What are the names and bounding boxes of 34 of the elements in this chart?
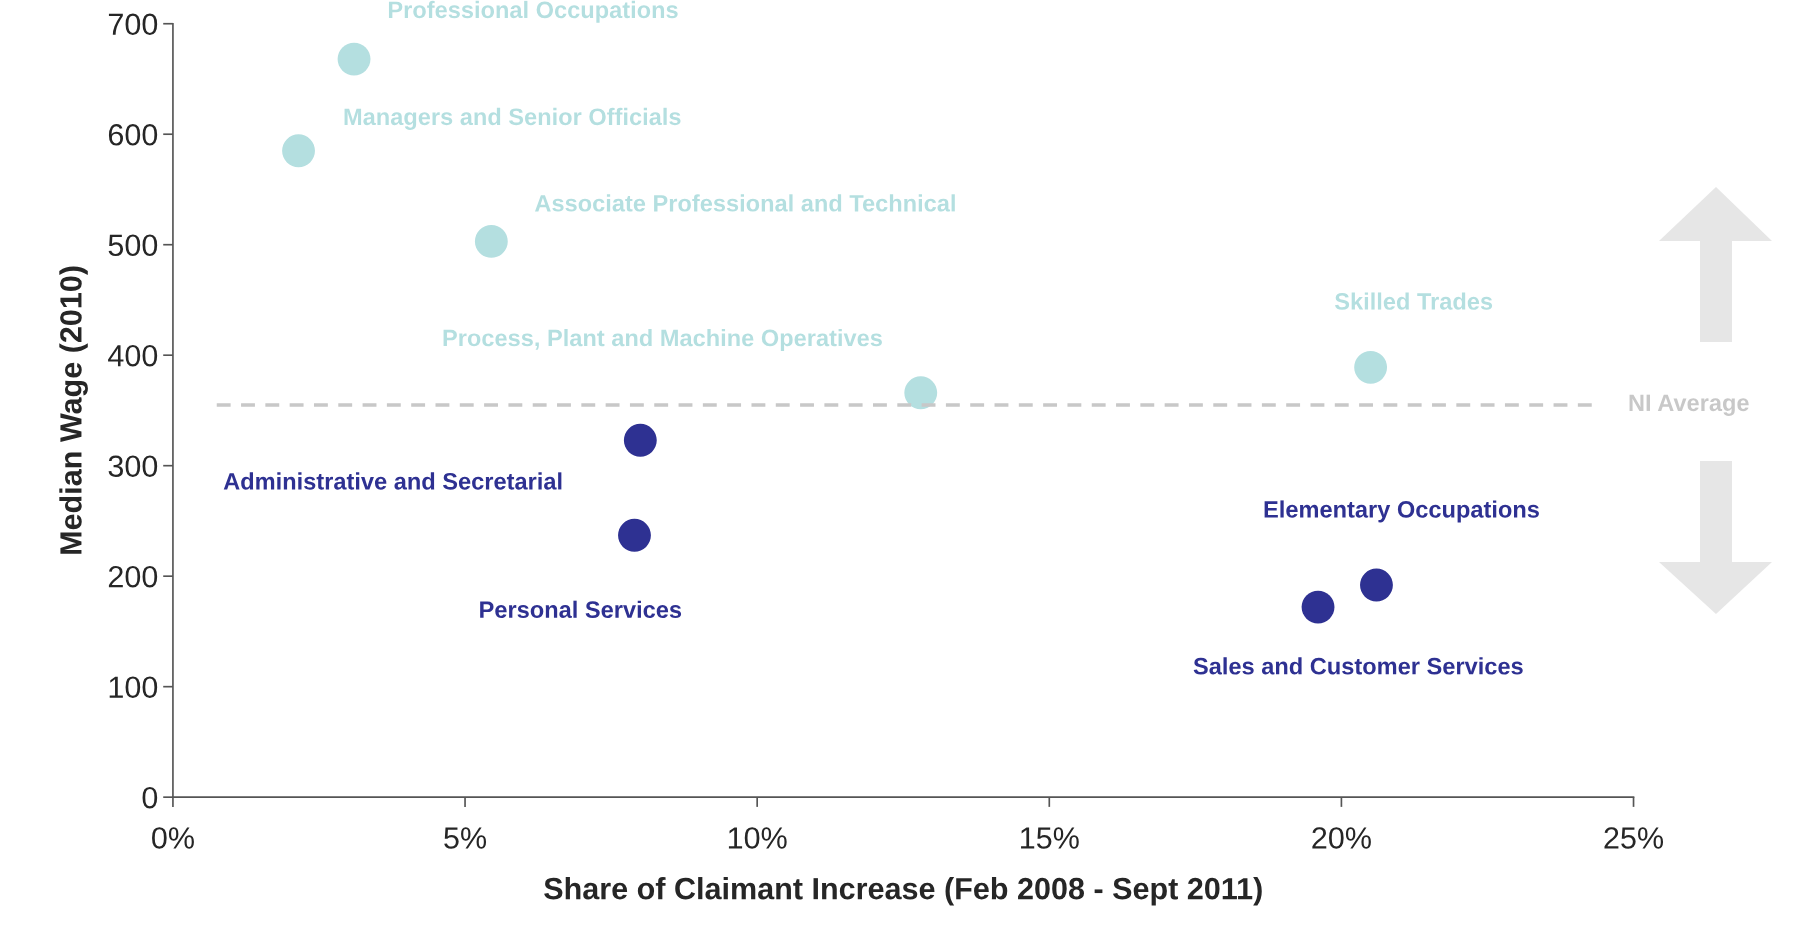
point: [282, 134, 315, 168]
point: [1301, 590, 1335, 624]
series-label: Managers and Senior Officials: [344, 107, 681, 130]
point: [337, 42, 371, 76]
text: Personal Services: [480, 600, 682, 619]
text: Skilled Trades: [1334, 292, 1493, 310]
y-tick-label: 500: [108, 234, 158, 257]
series-label: Professional Occupations: [388, 0, 678, 23]
text: Sales and Customer Services: [1193, 657, 1523, 675]
y-axis-title: Median Wage (2010): [59, 266, 88, 554]
point: [1354, 350, 1388, 384]
text: Elementary Occupations: [1264, 500, 1539, 523]
x-tick-label: 15%: [1021, 827, 1079, 849]
text: Administrative and Secretarial: [223, 472, 562, 490]
x-tick-label: 5%: [444, 827, 487, 849]
x-tick-label: 10%: [728, 827, 787, 849]
y-tick-label: 600: [108, 123, 158, 146]
x-tick-label: 0%: [152, 827, 194, 849]
y-tick-label: 700: [108, 13, 158, 36]
x-tick-label: 20%: [1312, 827, 1371, 849]
point: [904, 376, 938, 410]
series-label: Process, Plant and Machine Operatives: [443, 328, 882, 351]
x-axis-title: Share of Claimant Increase (Feb 2008 - Sept 2011): [544, 877, 1262, 906]
y-tick-label: 200: [108, 565, 158, 588]
point: [1360, 568, 1393, 602]
y-tick-label: 300: [108, 455, 158, 478]
point: [474, 224, 508, 258]
point: [623, 423, 657, 457]
point: [618, 518, 651, 552]
y-tick-label: 400: [108, 344, 158, 367]
x-tick-label: 25%: [1604, 827, 1664, 849]
series-label: Associate Professional and Technical: [534, 194, 955, 212]
y-tick-label: 0: [142, 786, 158, 809]
y-tick-label: 100: [109, 676, 158, 699]
